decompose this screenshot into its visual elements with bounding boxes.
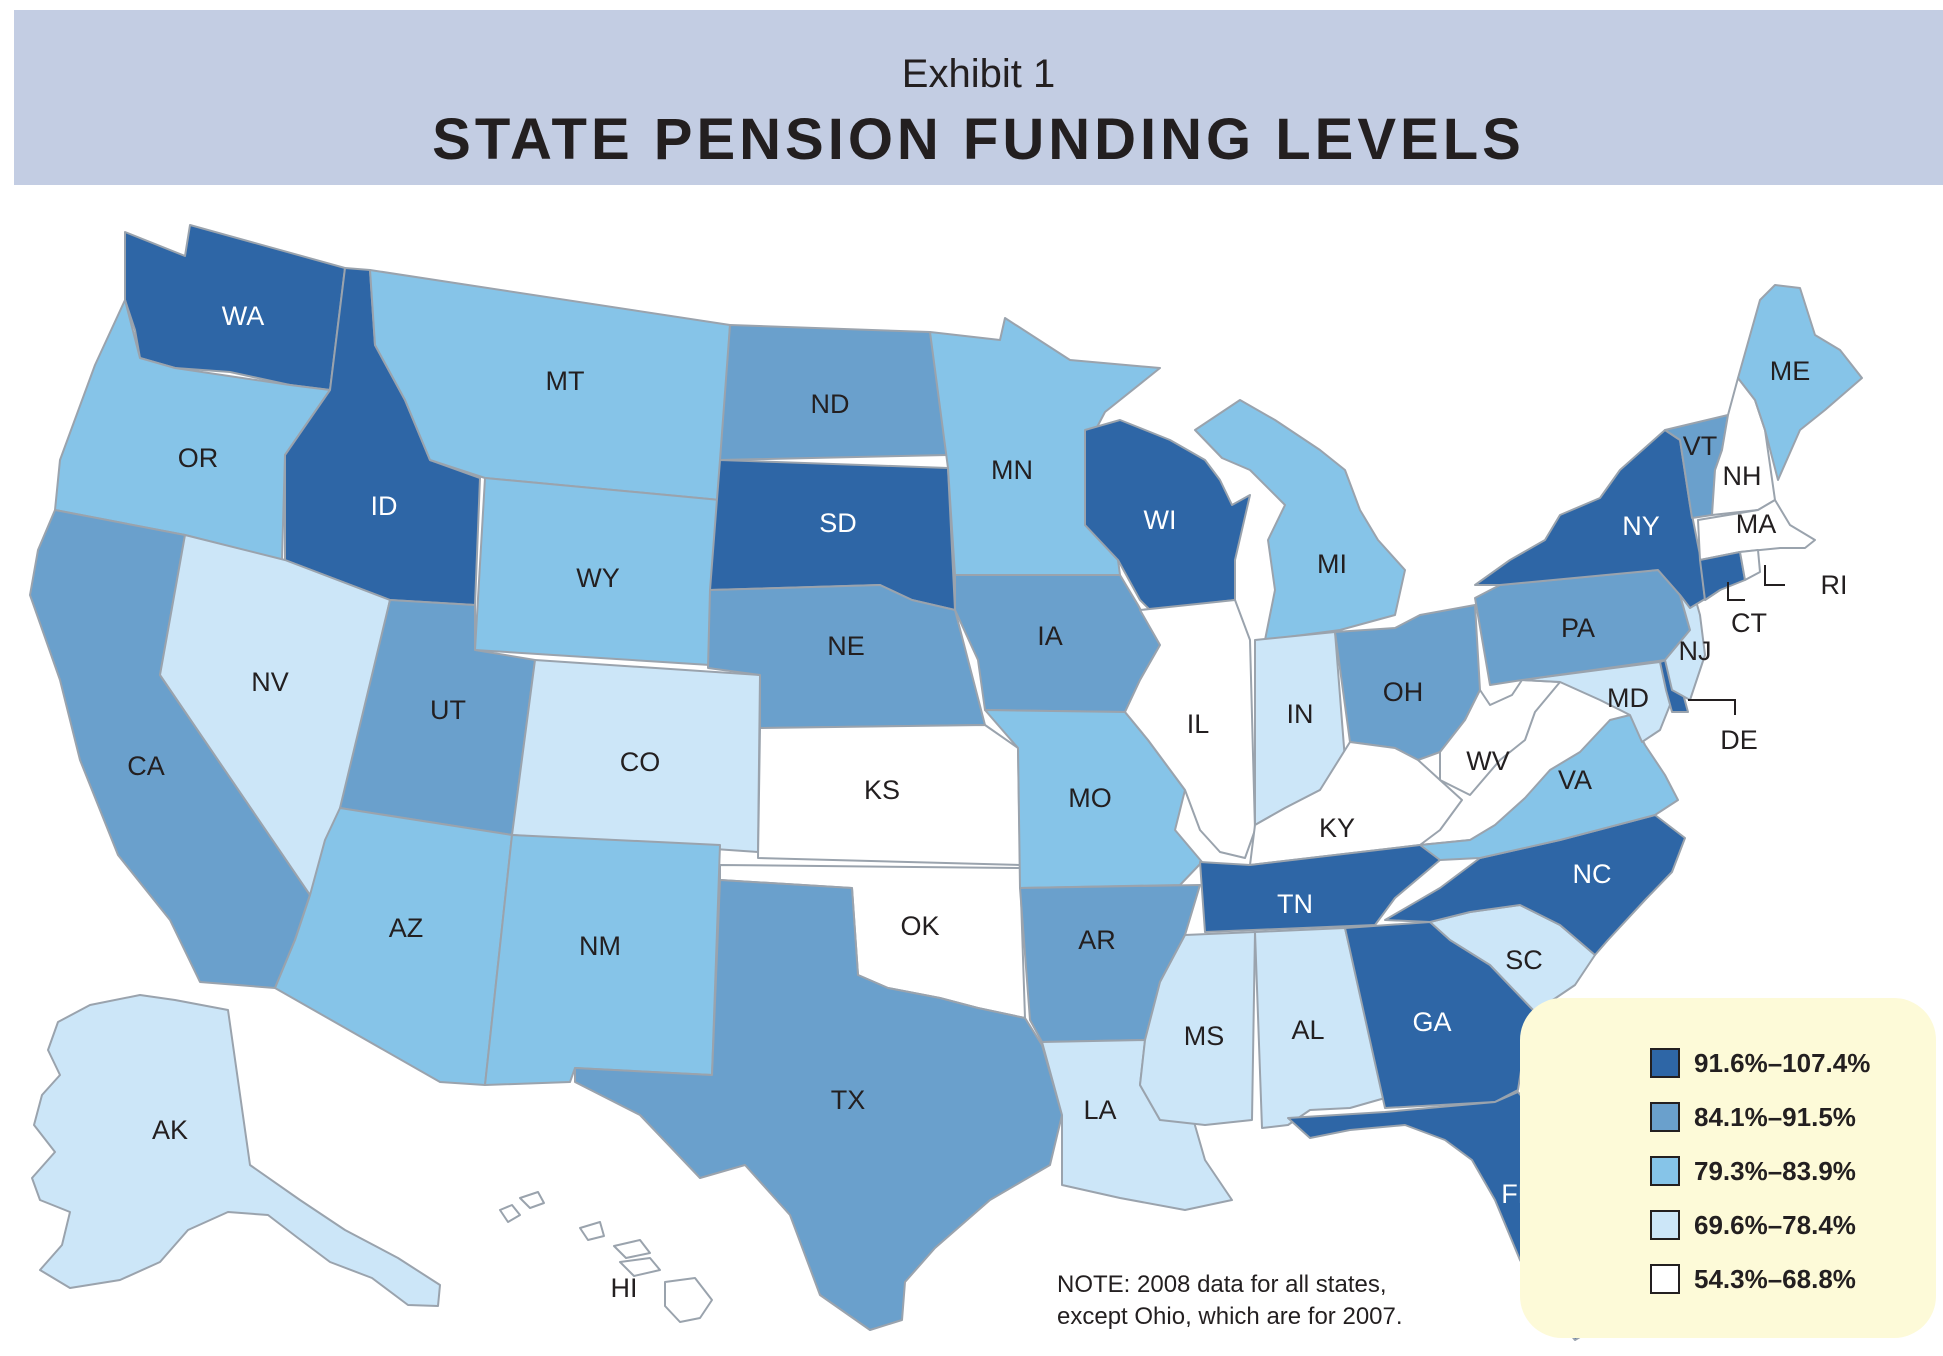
state-mi[interactable] — [1194, 399, 1406, 641]
state-label-mo: MO — [1068, 783, 1112, 813]
state-label-va: VA — [1558, 765, 1592, 795]
page-title: STATE PENSION FUNDING LEVELS — [432, 107, 1525, 172]
state-label-or: OR — [178, 443, 219, 473]
state-ri[interactable] — [1739, 549, 1761, 581]
state-label-sc: SC — [1505, 945, 1543, 975]
state-hi-island[interactable] — [613, 1239, 651, 1259]
legend-item-1: 84.1%–91.5% — [1650, 1100, 1856, 1134]
legend-item-0: 91.6%–107.4% — [1650, 1046, 1870, 1080]
state-label-me: ME — [1770, 356, 1811, 386]
header-banner: Exhibit 1 STATE PENSION FUNDING LEVELS — [14, 10, 1943, 185]
state-label-sd: SD — [819, 508, 857, 538]
state-label-ga: GA — [1412, 1007, 1451, 1037]
state-ak[interactable] — [31, 994, 441, 1307]
state-label-al: AL — [1291, 1015, 1324, 1045]
state-label-nd: ND — [811, 389, 850, 419]
state-wi[interactable] — [1084, 419, 1251, 611]
state-hi-island[interactable] — [664, 1277, 713, 1323]
legend-box: 91.6%–107.4% 84.1%–91.5% 79.3%–83.9% 69.… — [1520, 998, 1936, 1338]
state-label-il: IL — [1187, 709, 1210, 739]
state-label-ne: NE — [827, 631, 865, 661]
state-label-mi: MI — [1317, 549, 1347, 579]
state-label-mn: MN — [991, 455, 1033, 485]
state-label-az: AZ — [389, 913, 424, 943]
state-label-wy: WY — [576, 563, 620, 593]
state-label-ms: MS — [1184, 1021, 1225, 1051]
state-label-pa: PA — [1561, 613, 1595, 643]
state-label-ri: RI — [1821, 570, 1848, 600]
state-label-wa: WA — [222, 301, 265, 331]
state-hi-island[interactable] — [619, 1257, 661, 1277]
state-label-tn: TN — [1277, 889, 1313, 919]
state-label-ak: AK — [152, 1115, 188, 1145]
state-label-la: LA — [1083, 1095, 1116, 1125]
state-hi-island[interactable] — [499, 1204, 521, 1223]
callout-lines — [1688, 565, 1785, 715]
state-label-nc: NC — [1573, 859, 1612, 889]
legend-item-4: 54.3%–68.8% — [1650, 1262, 1856, 1296]
state-me[interactable] — [1737, 284, 1863, 481]
state-label-hi: HI — [611, 1273, 638, 1303]
legend-label-1: 84.1%–91.5% — [1694, 1101, 1856, 1132]
state-label-ma: MA — [1736, 509, 1777, 539]
note-line-1: NOTE: 2008 data for all states, — [1057, 1271, 1387, 1298]
state-hi-island[interactable] — [579, 1221, 605, 1241]
state-label-de: DE — [1720, 725, 1758, 755]
note-line-2: except Ohio, which are for 2007. — [1057, 1303, 1403, 1330]
legend-swatch-1 — [1650, 1102, 1680, 1132]
legend-item-2: 79.3%–83.9% — [1650, 1154, 1856, 1188]
state-label-ks: KS — [864, 775, 900, 805]
state-label-wv: WV — [1466, 746, 1510, 776]
legend-label-0: 91.6%–107.4% — [1694, 1047, 1871, 1078]
legend-swatch-0 — [1650, 1048, 1680, 1078]
state-label-oh: OH — [1383, 677, 1424, 707]
state-label-nh: NH — [1723, 461, 1762, 491]
state-label-mt: MT — [546, 366, 585, 396]
state-ms[interactable] — [1139, 931, 1256, 1126]
state-label-md: MD — [1607, 683, 1649, 713]
state-label-ct: CT — [1731, 608, 1767, 638]
legend-swatch-3 — [1650, 1210, 1680, 1240]
note-text: NOTE: 2008 data for all states, except O… — [1057, 1269, 1417, 1333]
state-label-ok: OK — [900, 911, 939, 941]
state-label-ia: IA — [1037, 621, 1063, 651]
state-label-vt: VT — [1683, 431, 1718, 461]
state-label-ca: CA — [127, 751, 165, 781]
state-label-co: CO — [620, 747, 661, 777]
state-tx[interactable] — [574, 879, 1063, 1331]
state-label-ut: UT — [430, 695, 466, 725]
legend-label-3: 69.6%–78.4% — [1694, 1209, 1856, 1240]
state-labels: WA OR CA ID NV MT WY UT AZ CO NM ND SD NE KS OK TX MN IA MO… — [127, 301, 1847, 1303]
legend-swatch-2 — [1650, 1156, 1680, 1186]
legend-item-3: 69.6%–78.4% — [1650, 1208, 1856, 1242]
legend-label-2: 79.3%–83.9% — [1694, 1155, 1856, 1186]
state-hi-island[interactable] — [519, 1191, 545, 1209]
state-or[interactable] — [54, 299, 331, 561]
state-label-in: IN — [1287, 699, 1314, 729]
state-label-nv: NV — [251, 667, 289, 697]
state-label-wi: WI — [1144, 505, 1177, 535]
state-ct[interactable] — [1699, 551, 1746, 601]
legend-swatch-4 — [1650, 1264, 1680, 1294]
state-label-nm: NM — [579, 931, 621, 961]
legend-label-4: 54.3%–68.8% — [1694, 1263, 1856, 1294]
exhibit-label: Exhibit 1 — [901, 52, 1056, 96]
state-label-ar: AR — [1078, 925, 1116, 955]
state-label-ky: KY — [1319, 813, 1355, 843]
state-label-ny: NY — [1622, 511, 1660, 541]
state-label-nj: NJ — [1679, 636, 1712, 666]
state-il[interactable] — [1124, 599, 1256, 859]
state-wa[interactable] — [124, 224, 346, 391]
state-label-id: ID — [371, 491, 398, 521]
state-label-tx: TX — [831, 1085, 866, 1115]
